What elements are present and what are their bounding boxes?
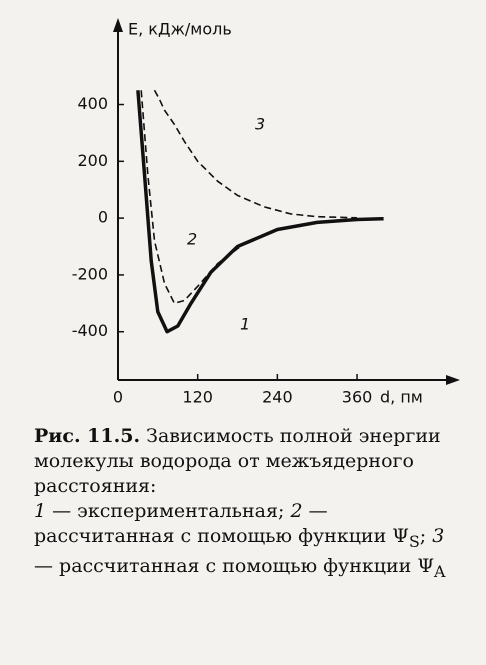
item-subscript: A — [433, 561, 446, 581]
y-tick-label: 400 — [77, 94, 108, 113]
item-end: ; — [419, 525, 427, 547]
item-subscript: S — [408, 531, 420, 551]
curve-label: 2 — [187, 230, 197, 249]
item-text: — экспериментальная; — [52, 500, 285, 522]
caption-head: Рис. 11.5. Зависимость полной энергии мо… — [34, 424, 464, 499]
curve — [153, 89, 358, 219]
y-tick-label: -200 — [72, 264, 108, 283]
y-tick-label: 0 — [98, 208, 108, 227]
x-tick-label: 240 — [262, 388, 293, 407]
x-tick-label: 120 — [182, 388, 213, 407]
caption-item: 2 — рассчитанная с помощью функции ΨS; — [34, 500, 427, 551]
item-text: — рассчитанная с помощью функции Ψ — [34, 554, 434, 577]
y-arrow — [113, 18, 123, 32]
chart: E, кДж/моль d, пм 400 200 0 -200 -400 0 120 240… — [72, 18, 460, 407]
x-tick-label: 0 — [113, 388, 123, 407]
caption-items: 1 — экспериментальная; 2 — рассчитанная … — [34, 499, 464, 584]
item-number: 3 — [432, 525, 445, 547]
caption-title: Зависимость полной энергии молекулы водо… — [34, 425, 441, 497]
y-tick-label: -400 — [72, 321, 108, 340]
y-tick-label: 200 — [77, 151, 108, 170]
caption: Рис. 11.5. Зависимость полной энергии мо… — [34, 424, 464, 584]
curve-label: 3 — [255, 115, 265, 134]
x-tick-label: 360 — [342, 388, 373, 407]
x-arrow — [446, 375, 460, 385]
curve-label: 1 — [240, 315, 250, 334]
item-text: — рассчитанная с помощью функции Ψ — [34, 500, 409, 547]
caption-label: Рис. 11.5. — [34, 425, 141, 447]
caption-item: 1 — экспериментальная; — [34, 500, 284, 522]
curve — [140, 90, 358, 305]
item-number: 1 — [34, 500, 47, 522]
item-number: 2 — [290, 500, 303, 522]
y-axis-label: E, кДж/моль — [128, 20, 232, 39]
x-axis-label: d, пм — [380, 388, 423, 407]
caption-item: 3 — рассчитанная с помощью функции ΨA — [34, 525, 445, 581]
